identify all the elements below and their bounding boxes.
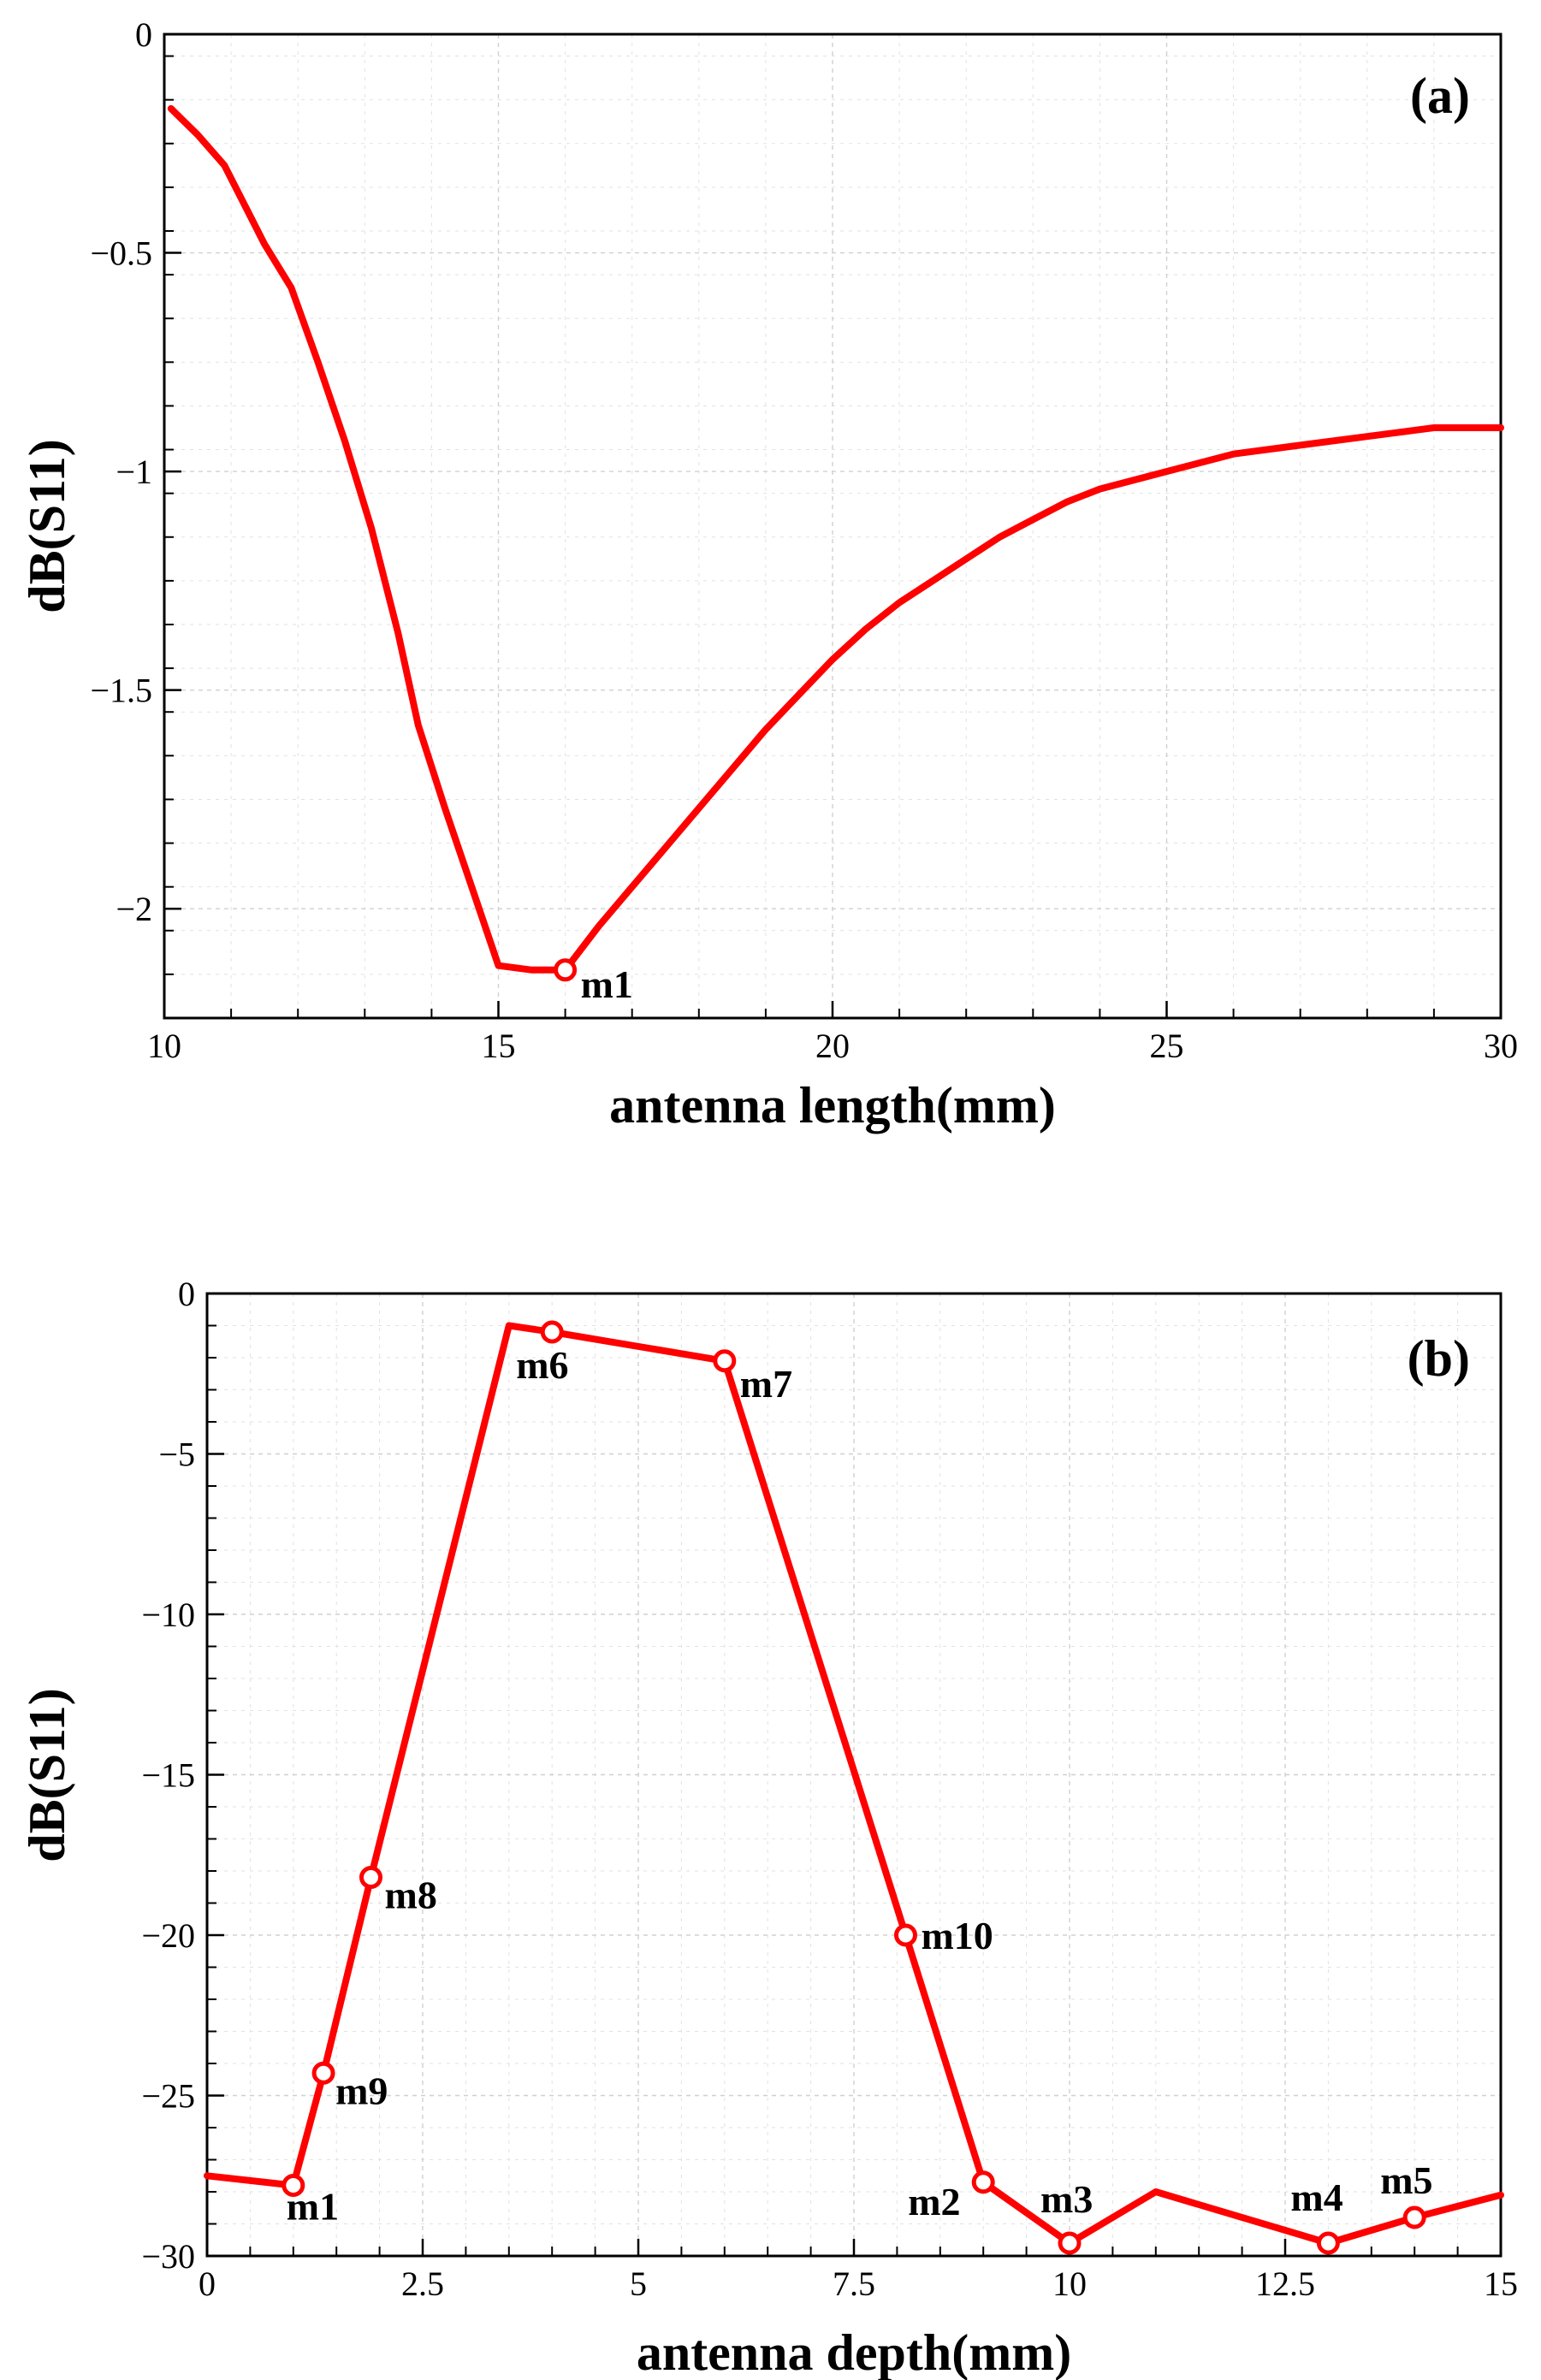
- y-tick-label: −1.5: [90, 672, 152, 710]
- y-axis-title-b: dB(S11): [19, 1688, 75, 1862]
- panel-label-a: (a): [1410, 68, 1470, 124]
- y-tick-label: −15: [141, 1756, 195, 1795]
- marker-label-m4: m4: [1290, 2176, 1342, 2219]
- marker-label-m5: m5: [1380, 2158, 1432, 2202]
- markers-b: m1 m9 m8 m6 m7 m10 m2 m3 m4 m5: [282, 1320, 1433, 2255]
- marker-m7: [713, 1349, 737, 1373]
- x-tick-label: 0: [199, 2265, 216, 2303]
- y-tick-label: −30: [141, 2237, 195, 2276]
- series-b: [204, 1322, 1504, 2247]
- marker-m6: [540, 1320, 564, 1344]
- marker-m10: [893, 1923, 917, 1947]
- ticks-b: 0 2.5 5 7.5 10 12.5 15 0 −5 −10 −15 −20 −25 −30: [141, 1275, 1518, 2303]
- y-axis-title-a: dB(S11): [19, 439, 75, 613]
- y-tick-label: −10: [141, 1596, 195, 1634]
- y-tick-label: −1: [116, 453, 152, 491]
- marker-label-m10: m10: [921, 1914, 993, 1957]
- marker-m8: [359, 1866, 383, 1889]
- series-line: [167, 104, 1504, 974]
- y-tick-label: −0.5: [90, 234, 152, 273]
- marker-label-m1: m1: [287, 2185, 339, 2229]
- chart-panel-b: 0 2.5 5 7.5 10 12.5 150−5−10−15−20−25−30 m1m9m…: [19, 1275, 1518, 2380]
- y-tick-label: −25: [141, 2077, 195, 2116]
- x-axis-title-b: antenna depth(mm): [637, 2324, 1071, 2380]
- markers-a: m1: [554, 958, 633, 1006]
- x-tick-label: 15: [482, 1027, 516, 1065]
- y-tick-label: −2: [116, 890, 152, 928]
- ticks-a: 10 15 20 25 30 0 −0.5 −1 −1.5 −2: [90, 15, 1518, 1065]
- y-tick-label: −5: [158, 1436, 195, 1474]
- marker-m4: [1316, 2231, 1340, 2255]
- x-tick-label: 25: [1150, 1027, 1184, 1065]
- y-tick-label: 0: [178, 1275, 195, 1313]
- marker-label-m9: m9: [335, 2069, 388, 2112]
- grid-a: [163, 33, 1502, 1018]
- series-line: [204, 1322, 1504, 2247]
- x-axis-title-a: antenna length(mm): [609, 1077, 1056, 1134]
- x-tick-label: 5: [630, 2265, 647, 2303]
- marker-m9: [311, 2061, 335, 2085]
- marker-m1: [554, 958, 578, 982]
- x-tick-label: 10: [147, 1027, 181, 1065]
- x-tick-label: 15: [1484, 2265, 1518, 2303]
- x-tick-label: 12.5: [1255, 2265, 1315, 2303]
- series-a: [167, 104, 1504, 974]
- marker-m1: [282, 2174, 305, 2197]
- x-tick-label: 10: [1052, 2265, 1087, 2303]
- marker-label-m6: m6: [516, 1343, 568, 1387]
- x-tick-label: 7.5: [833, 2265, 875, 2303]
- x-tick-label: 2.5: [401, 2265, 444, 2303]
- marker-label-m3: m3: [1040, 2177, 1093, 2221]
- y-tick-label: −20: [141, 1916, 195, 1955]
- chart-panel-a: 10 15 20 25 30 0 −0.5 −1 −1.5 −2 m1 (a) antenna l…: [19, 15, 1518, 1134]
- x-tick-label: 20: [815, 1027, 850, 1065]
- marker-m3: [1058, 2231, 1082, 2255]
- marker-label-m8: m8: [385, 1874, 437, 1917]
- marker-m5: [1402, 2205, 1426, 2229]
- panel-label-b: (b): [1408, 1330, 1470, 1387]
- x-tick-label: 30: [1484, 1027, 1518, 1065]
- marker-m2: [971, 2170, 995, 2194]
- y-tick-label: 0: [135, 15, 152, 54]
- marker-label-m1: m1: [581, 962, 633, 1006]
- marker-label-m7: m7: [740, 1362, 792, 1406]
- marker-label-m2: m2: [908, 2180, 960, 2223]
